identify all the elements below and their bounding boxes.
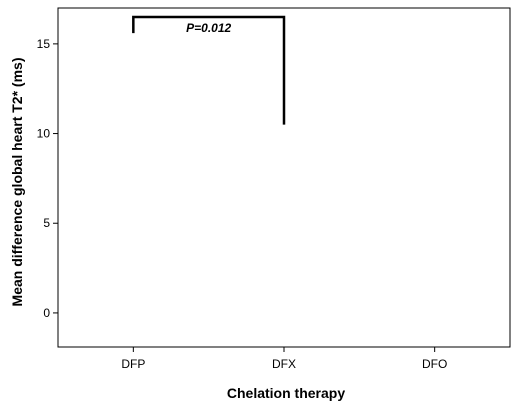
- y-tick-label-0: 0: [43, 306, 50, 320]
- y-axis-title: Mean difference global heart T2* (ms): [9, 58, 25, 307]
- x-tick-label-dfo: DFO: [422, 357, 447, 371]
- y-tick-label-15: 15: [37, 37, 51, 51]
- y-tick-label-10: 10: [37, 127, 51, 141]
- x-tick-label-dfx: DFX: [272, 357, 296, 371]
- annotation-layer: P=0.012: [132, 15, 286, 125]
- significance-bracket: [132, 15, 286, 125]
- label-layer: Chelation therapy Mean difference global…: [9, 58, 345, 401]
- x-axis-title: Chelation therapy: [227, 385, 345, 401]
- p-value-label: P=0.012: [186, 21, 231, 35]
- y-tick-label-5: 5: [43, 216, 50, 230]
- x-tick-label-dfp: DFP: [121, 357, 145, 371]
- axis-layer: 0 5 10 15 DFP DFX DFO: [37, 7, 511, 371]
